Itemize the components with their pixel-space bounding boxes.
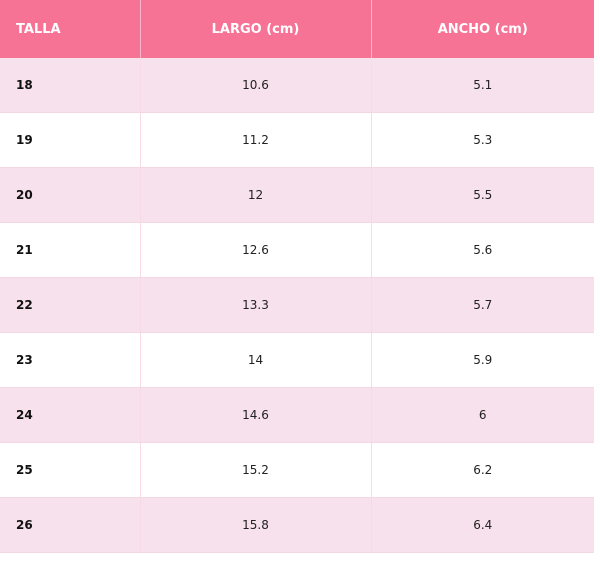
cell-largo: 14 [140,332,372,388]
cell-ancho: 6 [371,387,594,443]
cell-talla: 19 [0,112,141,168]
cell-ancho: 5.5 [371,167,594,223]
cell-largo: 11.2 [140,112,372,168]
table-body: 18 10.6 5.1 19 11.2 5.3 20 12 5.5 21 12.… [0,58,594,553]
header-talla: TALLA [0,0,141,58]
cell-talla: 18 [0,58,141,113]
cell-largo: 10.6 [140,58,372,113]
table-header: TALLA LARGO (cm) ANCHO (cm) [0,0,594,58]
cell-ancho: 5.7 [371,277,594,333]
cell-talla: 26 [0,497,141,553]
header-ancho: ANCHO (cm) [371,0,594,58]
cell-largo: 15.2 [140,442,372,498]
cell-ancho: 6.4 [371,497,594,553]
size-chart: TALLA LARGO (cm) ANCHO (cm) 18 10.6 5.1 … [0,0,594,553]
cell-ancho: 5.1 [371,58,594,113]
cell-largo: 15.8 [140,497,372,553]
cell-ancho: 5.3 [371,112,594,168]
table-row: 22 13.3 5.7 [0,277,594,333]
table-row: 24 14.6 6 [0,387,594,443]
cell-talla: 23 [0,332,141,388]
size-table: TALLA LARGO (cm) ANCHO (cm) 18 10.6 5.1 … [0,0,594,553]
cell-ancho: 5.9 [371,332,594,388]
table-row: 20 12 5.5 [0,167,594,223]
cell-ancho: 6.2 [371,442,594,498]
cell-largo: 13.3 [140,277,372,333]
table-row: 21 12.6 5.6 [0,222,594,278]
table-row: 23 14 5.9 [0,332,594,388]
cell-ancho: 5.6 [371,222,594,278]
header-row: TALLA LARGO (cm) ANCHO (cm) [0,0,594,58]
cell-largo: 12 [140,167,372,223]
cell-talla: 21 [0,222,141,278]
table-row: 26 15.8 6.4 [0,497,594,553]
cell-talla: 24 [0,387,141,443]
table-row: 19 11.2 5.3 [0,112,594,168]
header-largo: LARGO (cm) [140,0,372,58]
table-row: 25 15.2 6.2 [0,442,594,498]
cell-talla: 25 [0,442,141,498]
table-row: 18 10.6 5.1 [0,58,594,113]
cell-largo: 14.6 [140,387,372,443]
cell-talla: 20 [0,167,141,223]
cell-talla: 22 [0,277,141,333]
cell-largo: 12.6 [140,222,372,278]
